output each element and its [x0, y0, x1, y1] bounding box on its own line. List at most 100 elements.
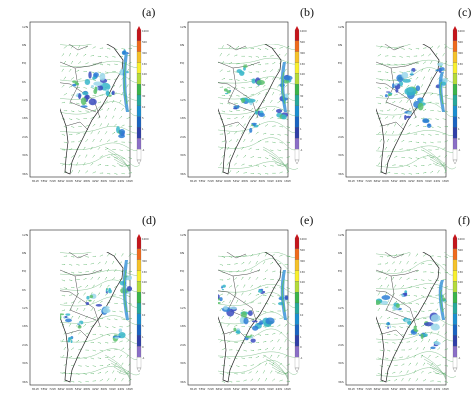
lon-tick-label: 60W — [224, 387, 231, 391]
streamline — [376, 67, 457, 83]
lat-tick-label: 36S — [22, 171, 28, 176]
precip-cell — [281, 114, 287, 120]
lon-tick-label: 18W — [284, 387, 291, 391]
lat-tick-label: 24S — [180, 134, 186, 139]
lat-tick-label: 6N — [180, 250, 185, 255]
lon-tick-label: 36W — [100, 179, 108, 183]
colorbar-segment — [294, 237, 300, 249]
streamline — [376, 332, 457, 342]
precip-cell — [221, 289, 225, 291]
colorbar-segment — [294, 127, 300, 139]
streamline — [218, 258, 299, 274]
lon-tick-label: 48W — [399, 387, 407, 391]
colorbar-tick-label: 0 — [458, 346, 460, 350]
colorbar-tick-label: 10 — [458, 105, 462, 109]
colorbar-segment — [294, 302, 300, 314]
panel-label: (a) — [142, 5, 156, 19]
precip-cell — [64, 316, 68, 318]
precip-cell — [70, 339, 73, 344]
panel-label: (b) — [300, 5, 314, 19]
precip-cell — [85, 301, 90, 306]
precip-cell — [430, 346, 436, 350]
lon-tick-label: 66W — [373, 179, 381, 183]
lon-tick-label: 18W — [442, 387, 449, 391]
colorbar-tick-label: 5 — [142, 324, 144, 328]
colorbar-tick-label: 10 — [458, 313, 462, 317]
colorbar-tick-label: 30 — [142, 95, 146, 98]
lat-tick-label: 12S — [180, 98, 186, 102]
precip-cell — [276, 108, 283, 113]
colorbar-tick-label: 5 — [300, 116, 302, 120]
precip-cell — [119, 71, 124, 76]
precip-cell — [385, 91, 391, 93]
colorbar-tick-label: 300 — [300, 51, 305, 55]
precip-cell — [254, 110, 258, 115]
precip-cell — [218, 295, 219, 298]
colorbar-tick-label: 150 — [142, 62, 147, 66]
precip-cell — [90, 84, 95, 88]
colorbar-tick-label: 150 — [300, 62, 305, 66]
lat-tick-label: 12S — [22, 98, 28, 102]
lat-tick-label: EQ — [338, 61, 343, 66]
precip-cell — [88, 71, 92, 79]
precip-cell — [387, 93, 393, 97]
colorbar-segment — [452, 335, 458, 347]
lat-tick-label: 36S — [180, 379, 186, 384]
lat-tick-label: 6N — [180, 42, 185, 47]
lon-tick-label: 18W — [126, 387, 133, 391]
streamline — [218, 161, 299, 170]
precip-cell — [260, 292, 264, 294]
streamline — [376, 283, 457, 291]
lon-tick-label: 81W — [190, 179, 197, 183]
lon-tick-label: 72W — [365, 179, 372, 183]
colorbar-tick-label: 30 — [300, 303, 304, 306]
precip-cell — [423, 322, 434, 327]
precip-cell — [88, 98, 97, 106]
lon-tick-label: 24W — [117, 387, 125, 391]
precip-cell — [65, 313, 71, 316]
precip-cell — [407, 111, 413, 115]
precip-cell — [118, 129, 126, 135]
colorbar-segment — [294, 149, 300, 161]
lat-tick-label: 24S — [22, 134, 28, 139]
lon-tick-label: 42W — [249, 387, 257, 391]
precip-cell — [437, 62, 444, 67]
colorbar-tick-label: 0 — [458, 138, 460, 142]
streamline — [218, 137, 299, 151]
precip-cell — [401, 294, 404, 298]
colorbar-tick-label: 50 — [142, 292, 146, 296]
lat-tick-label: 12N — [180, 232, 187, 237]
colorbar-tick-label: 150 — [300, 270, 305, 274]
precip-cell — [411, 67, 416, 72]
map-plot — [187, 21, 300, 178]
colorbar-segment — [136, 73, 142, 85]
precip-cell — [108, 289, 112, 294]
streamline — [60, 348, 141, 360]
streamline — [218, 44, 299, 50]
map-plot — [187, 229, 300, 386]
coastline — [376, 252, 440, 383]
colorbar-tick-label: 1 — [458, 127, 460, 131]
lon-tick-label: 24W — [275, 387, 283, 391]
colorbar-tick-label: 30 — [300, 95, 304, 98]
lat-tick-label: 36S — [22, 379, 28, 384]
precip-cell — [387, 92, 393, 95]
streamline — [376, 252, 457, 257]
precip-cell — [236, 105, 240, 109]
lon-tick-label: 60W — [382, 179, 389, 183]
coastline — [60, 252, 124, 383]
colorbar-segment — [294, 313, 300, 325]
precip-cell — [441, 297, 446, 301]
precip-cell — [92, 76, 96, 80]
precip-cell — [376, 300, 381, 305]
precip-cell — [430, 323, 440, 331]
colorbar-segment — [452, 237, 458, 249]
lat-tick-label: 12N — [180, 24, 187, 29]
colorbar-segment — [294, 281, 300, 293]
lon-tick-label: 72W — [207, 179, 214, 183]
colorbar-tick-label: 0 — [300, 138, 302, 142]
streamline — [218, 88, 299, 101]
precip-cell — [401, 71, 409, 79]
coastline — [218, 252, 282, 383]
precip-cell — [251, 78, 256, 84]
